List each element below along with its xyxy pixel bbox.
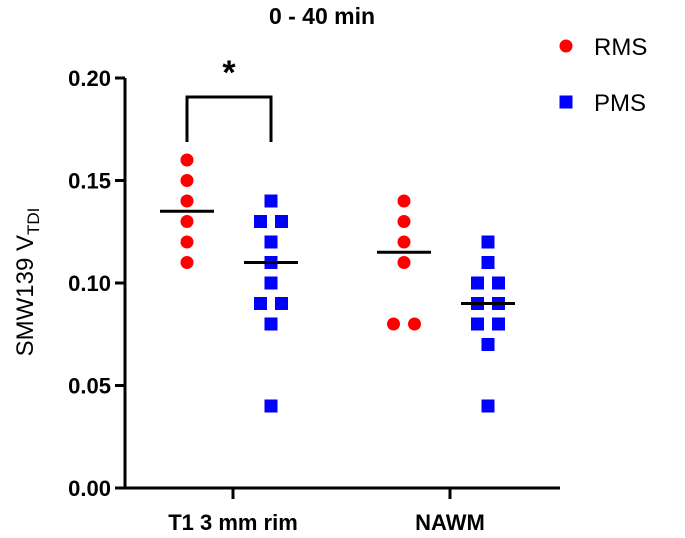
- pms-point: [254, 297, 267, 310]
- pms-point: [481, 235, 495, 249]
- y-axis-label-main: SMW139 V: [12, 235, 39, 356]
- x-tick-label: T1 3 mm rim: [168, 510, 298, 535]
- data-points: [180, 153, 505, 413]
- y-axis-label: SMW139 VTDI: [12, 208, 43, 357]
- x-axis: T1 3 mm rim NAWM: [123, 486, 560, 535]
- rms-point: [180, 235, 194, 249]
- y-tick-label: 0.05: [68, 374, 111, 399]
- x-tick-label: NAWM: [415, 510, 485, 535]
- legend-label: PMS: [594, 90, 646, 117]
- rms-point: [397, 235, 411, 249]
- rms-point: [397, 256, 411, 269]
- y-tick-label: 0.00: [68, 476, 111, 501]
- pms-point: [264, 317, 278, 331]
- rms-point: [180, 153, 194, 167]
- legend-pms-marker: [559, 95, 573, 109]
- pms-point: [264, 399, 278, 413]
- rms-point: [180, 194, 194, 208]
- chart-title: 0 - 40 min: [269, 3, 375, 29]
- significance-star: *: [222, 54, 236, 92]
- rms-point: [180, 256, 194, 269]
- pms-point: [275, 215, 288, 228]
- rms-point: [387, 317, 400, 331]
- pms-point: [492, 317, 505, 331]
- y-axis-label-sub: TDI: [24, 208, 43, 235]
- pms-point: [264, 276, 278, 290]
- pms-point: [481, 399, 495, 413]
- mean-lines: [160, 209, 515, 305]
- rms-point: [180, 215, 194, 228]
- rms-point: [408, 317, 421, 331]
- pms-point: [275, 297, 288, 310]
- y-tick-label: 0.10: [68, 271, 111, 296]
- pms-point: [264, 235, 278, 249]
- pms-point: [481, 338, 495, 351]
- bracket-line: [185, 95, 273, 142]
- significance-bracket: *: [185, 54, 273, 142]
- pms-point: [254, 215, 267, 228]
- rms-point: [180, 174, 194, 187]
- pms-point: [471, 317, 484, 331]
- rms-point: [397, 215, 411, 228]
- pms-point: [264, 194, 278, 208]
- y-tick-label: 0.15: [68, 169, 111, 194]
- y-axis: 0.00 0.05 0.10 0.15 0.20: [68, 66, 127, 501]
- y-tick-label: 0.20: [68, 66, 111, 91]
- pms-point: [492, 276, 505, 290]
- legend: RMS PMS: [559, 34, 647, 117]
- legend-rms-marker: [559, 39, 573, 53]
- pms-point: [481, 256, 495, 269]
- legend-label: RMS: [594, 34, 647, 61]
- pms-point: [471, 276, 484, 290]
- rms-point: [397, 194, 411, 208]
